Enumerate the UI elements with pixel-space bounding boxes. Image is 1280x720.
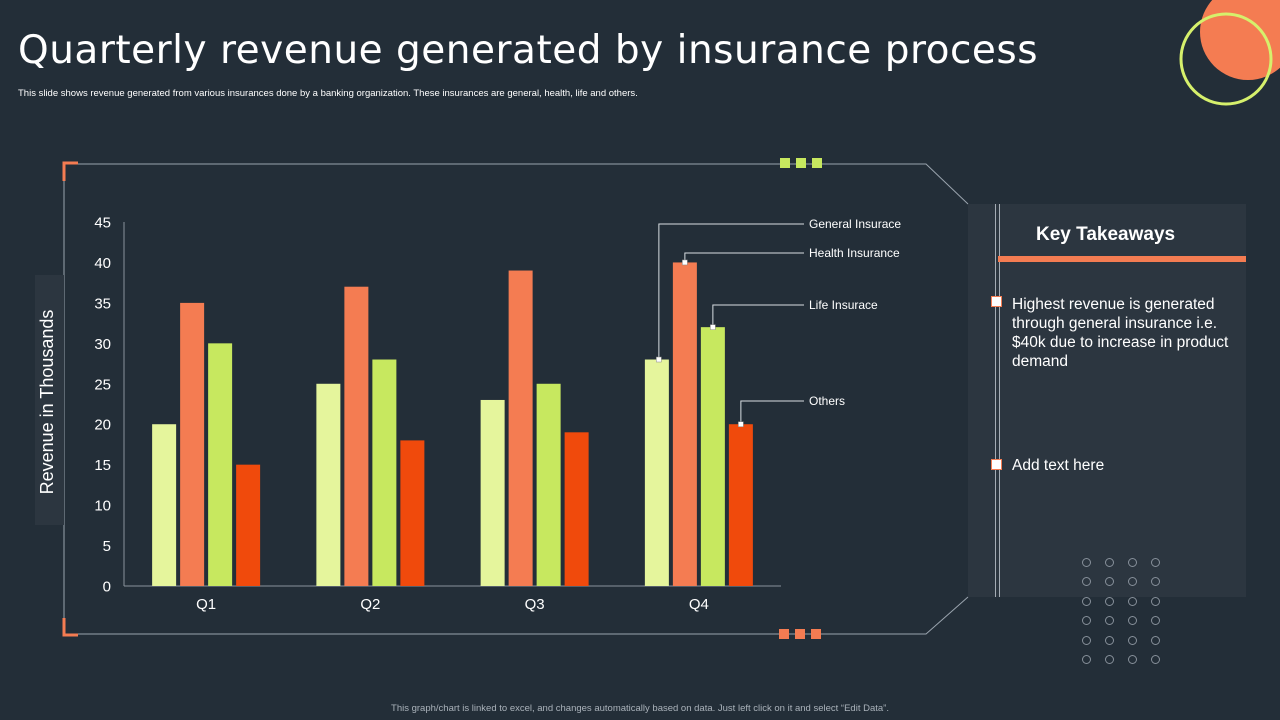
decorative-dot — [1128, 635, 1137, 645]
decorative-dot — [1082, 596, 1091, 606]
legend-anchor-marker — [738, 421, 744, 427]
x-tick-label: Q1 — [196, 596, 216, 613]
y-tick-label: 35 — [94, 295, 111, 312]
takeaway-item-2: Add text here — [1012, 457, 1105, 474]
legend-label: Health Insurance — [809, 246, 900, 260]
y-tick-label: 5 — [103, 538, 111, 555]
corner-orange-circle — [1200, 0, 1280, 80]
bar — [728, 424, 753, 586]
ylabel-band — [35, 275, 64, 525]
key-takeaways-panel — [968, 204, 1246, 597]
bar — [208, 343, 233, 586]
decorative-dot — [1151, 577, 1160, 587]
decorative-dot — [1128, 596, 1137, 606]
takeaway-divider-line — [999, 204, 1000, 597]
decorative-dot — [1105, 596, 1114, 606]
orange-square-2 — [795, 629, 805, 639]
legend-leader-line — [684, 252, 804, 263]
decorative-dot — [1105, 616, 1114, 626]
takeaways-heading: Key Takeaways — [1036, 224, 1176, 245]
decorative-dot — [1105, 558, 1114, 567]
takeaway-divider-line — [995, 204, 996, 597]
page-title: Quarterly revenue generated by insurance… — [18, 28, 1039, 73]
y-axis-title: Revenue in Thousands — [37, 310, 57, 495]
bar — [180, 302, 205, 586]
decorative-dot — [1151, 558, 1160, 567]
bullet-marker — [991, 296, 1002, 307]
y-tick-label: 15 — [94, 457, 111, 474]
x-tick-label: Q3 — [525, 596, 545, 613]
decorative-dot — [1105, 577, 1114, 587]
x-tick-label: Q4 — [689, 596, 709, 613]
decorative-dot — [1151, 616, 1160, 626]
bar — [372, 359, 397, 586]
decorative-dot — [1128, 558, 1137, 567]
y-tick-label: 0 — [103, 579, 111, 596]
y-tick-label: 45 — [94, 215, 111, 232]
legend-leader-line — [658, 223, 804, 360]
bar — [236, 464, 261, 586]
green-square-3 — [812, 158, 822, 168]
legend-anchor-marker — [710, 324, 716, 330]
decorative-dot — [1082, 558, 1091, 567]
frame-corner-top-left — [62, 161, 78, 181]
x-tick-label: Q2 — [360, 596, 380, 613]
decorative-dot — [1082, 655, 1091, 664]
bar — [536, 383, 561, 586]
bar — [644, 359, 669, 586]
decorative-dot — [1082, 616, 1091, 626]
y-tick-label: 10 — [94, 498, 111, 515]
legend-anchor-marker — [656, 356, 662, 363]
footer-note: This graph/chart is linked to excel, and… — [391, 703, 889, 714]
green-square-1 — [780, 158, 790, 168]
corner-green-ring — [1179, 12, 1273, 106]
frame-corner-bottom-left — [62, 618, 78, 637]
decorative-dot — [1128, 577, 1137, 587]
legend-label: General Insurace — [809, 217, 901, 231]
decorative-dot — [1082, 577, 1091, 587]
bar — [400, 440, 425, 586]
legend-label: Others — [809, 394, 845, 408]
y-tick-label: 25 — [94, 376, 111, 393]
bar — [508, 270, 533, 586]
bar — [672, 262, 697, 586]
bar — [316, 383, 341, 586]
legend-leader-line — [712, 304, 804, 328]
takeaways-heading-underline — [998, 256, 1246, 262]
decorative-dot — [1128, 616, 1137, 626]
bar — [152, 424, 177, 586]
bar — [480, 399, 505, 586]
bar — [700, 327, 725, 586]
takeaway-item-1: Highest revenue is generated through gen… — [1012, 296, 1229, 370]
decorative-dot — [1151, 596, 1160, 606]
page-subtitle: This slide shows revenue generated from … — [18, 88, 638, 99]
legend-leader-line — [740, 400, 804, 425]
orange-square-3 — [811, 629, 821, 639]
decorative-dot — [1128, 655, 1137, 664]
decorative-dot — [1105, 655, 1114, 664]
y-tick-label: 20 — [94, 417, 111, 434]
bullet-marker — [991, 459, 1002, 470]
decorative-dot — [1105, 635, 1114, 645]
decorative-dot — [1151, 655, 1160, 664]
y-tick-label: 40 — [94, 255, 111, 272]
decorative-dot — [1151, 635, 1160, 645]
green-square-2 — [796, 158, 806, 168]
legend-label: Life Insurace — [809, 298, 878, 312]
orange-square-1 — [779, 629, 789, 639]
decorative-dot — [1082, 635, 1091, 645]
y-tick-label: 30 — [94, 336, 111, 353]
legend-anchor-marker — [682, 259, 688, 266]
bar — [564, 432, 589, 586]
bar — [344, 286, 369, 586]
